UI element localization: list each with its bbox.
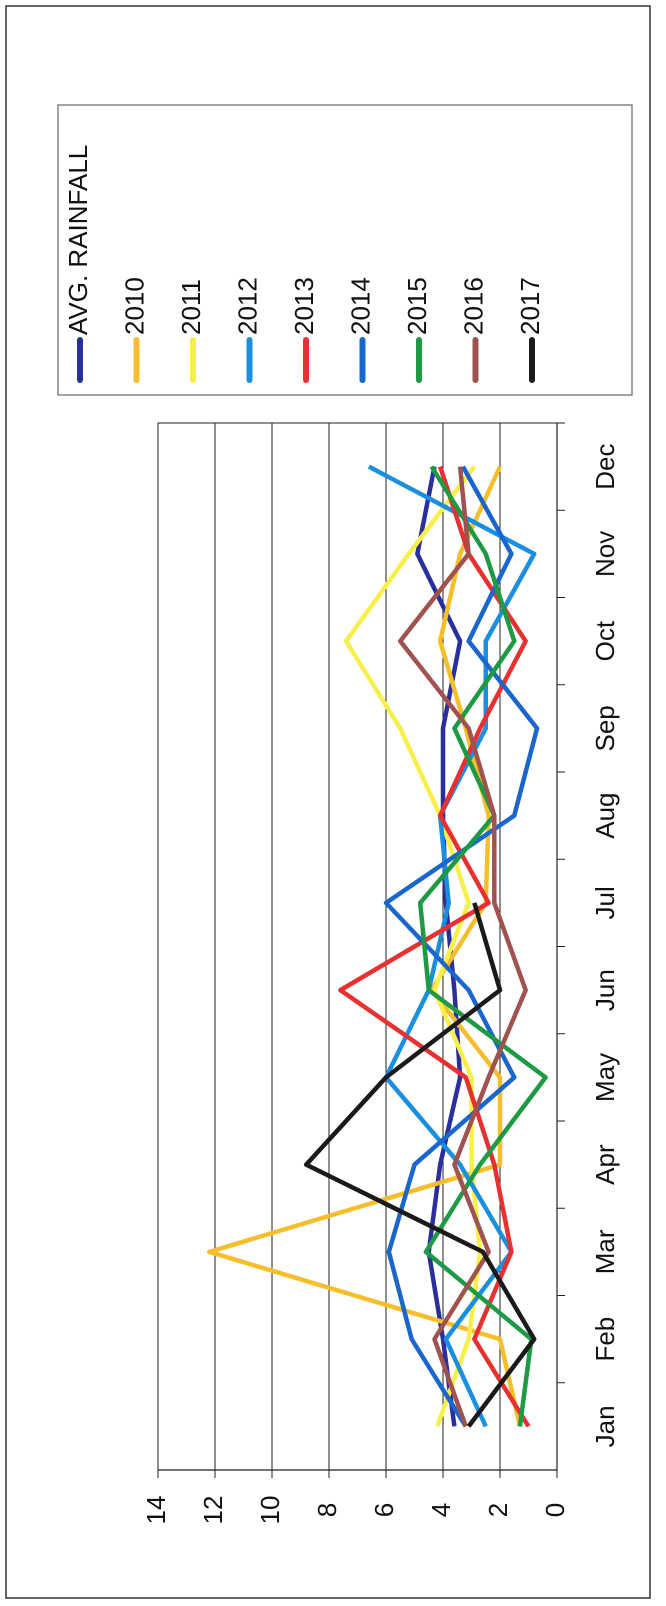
y-tick-label: 10 xyxy=(255,1496,285,1525)
y-tick-label: 2 xyxy=(483,1503,513,1517)
x-tick-label: Sep xyxy=(590,705,620,751)
x-tick-label: Apr xyxy=(590,1144,620,1185)
series-line xyxy=(303,902,537,1428)
x-tick-label: Feb xyxy=(590,1317,620,1362)
x-tick-label: Jun xyxy=(590,969,620,1011)
series-line xyxy=(207,465,523,1427)
x-tick-label: Aug xyxy=(590,792,620,838)
x-tick-label: Jan xyxy=(590,1405,620,1447)
series-line xyxy=(367,464,537,1428)
legend-label: 2015 xyxy=(402,277,432,335)
series-line xyxy=(398,466,528,1428)
x-tick-label: Dec xyxy=(590,444,620,490)
x-tick-label: May xyxy=(590,1053,620,1102)
series-line xyxy=(417,465,548,1427)
legend-label: 2016 xyxy=(458,277,488,335)
y-tick-label: 12 xyxy=(198,1496,228,1525)
frame xyxy=(5,5,651,1599)
legend-label: AVG. RAINFALL xyxy=(63,145,93,335)
series-line xyxy=(383,465,540,1428)
x-tick-label: Mar xyxy=(590,1229,620,1274)
legend-label: 2017 xyxy=(515,277,545,335)
y-tick-label: 0 xyxy=(540,1503,570,1517)
y-tick-label: 14 xyxy=(141,1496,171,1525)
legend-label: 2013 xyxy=(289,277,319,335)
x-tick-label: Jul xyxy=(590,886,620,919)
legend-box xyxy=(57,104,633,396)
y-tick-label: 6 xyxy=(369,1503,399,1517)
legend-label: 2014 xyxy=(345,277,375,335)
x-tick-label: Oct xyxy=(590,620,620,661)
legend-label: 2011 xyxy=(176,279,206,335)
legend-label: 2012 xyxy=(232,277,262,335)
legend-label: 2010 xyxy=(119,277,149,335)
series-line xyxy=(338,465,531,1428)
x-tick-label: Nov xyxy=(590,531,620,577)
y-tick-label: 8 xyxy=(312,1503,342,1517)
y-tick-label: 4 xyxy=(426,1503,456,1517)
